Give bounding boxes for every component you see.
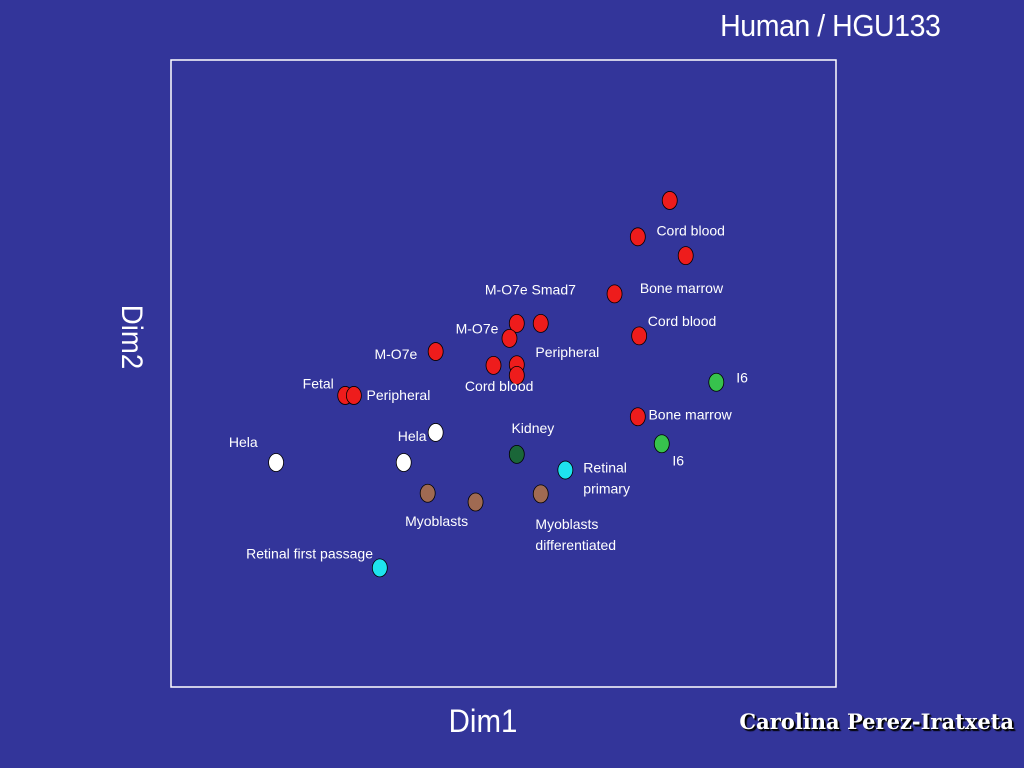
point-label-line: differentiated [535,537,616,553]
data-point-red-9 [485,355,502,375]
point-label-2: M-O7e Smad7 [485,281,576,297]
point-labels: Cord blood Bone marrow M-O7e Smad7 Cord blo… [229,223,748,562]
point-label-line: Hela [229,434,258,450]
point-label-18: Myoblasts differentiated [535,516,616,553]
data-point-white-20 [268,453,284,472]
point-label-16: Retinal primary [583,460,630,497]
point-label-line: Myoblasts [405,513,468,529]
author-credit: Carolina Perez-Iratxeta [739,709,1014,734]
point-label-line: Fetal [303,376,334,392]
point-label-11: Bone marrow [648,406,732,422]
data-point-white-18 [427,423,444,442]
data-point-red-11 [508,365,525,385]
point-label-line: Peripheral [535,344,599,360]
data-point-red-5 [508,313,525,333]
data-point-cyan-22 [371,558,388,578]
data-point-cyan-21 [557,460,574,480]
data-point-red-4 [532,313,549,333]
data-point-red-0 [661,191,678,210]
point-label-line: Hela [398,428,427,444]
data-point-red-13 [345,386,362,405]
point-label-10: Peripheral [367,387,431,403]
point-label-5: Peripheral [535,344,599,360]
point-label-17: Myoblasts [405,513,468,529]
data-point-darkgreen-17 [508,444,525,464]
point-label-13: Hela [398,428,427,444]
point-label-12: Kidney [511,420,554,436]
point-label-14: Hela [229,434,258,450]
point-label-line: Cord blood [465,378,534,394]
data-point-green-15 [708,372,725,392]
data-point-brown-24 [467,492,484,512]
point-label-line: M-O7e [456,320,499,336]
x-axis-label: Dim1 [448,703,518,739]
point-label-line: Peripheral [367,387,431,403]
point-label-line: Cord blood [648,313,717,329]
point-label-8: Fetal [303,376,334,392]
data-point-red-8 [427,342,444,361]
point-label-4: M-O7e [456,320,499,336]
data-points [268,191,725,578]
data-point-red-14 [629,407,646,427]
data-point-red-6 [501,328,518,348]
chart-title: Human / HGU133 [719,8,941,43]
data-point-red-7 [631,326,648,346]
point-label-line: M-O7e [374,346,417,362]
plot-frame [170,59,837,688]
point-label-line: M-O7e Smad7 [485,281,576,297]
y-axis-label: Dim2 [115,304,148,370]
point-label-line: Bone marrow [648,406,732,422]
point-label-7: I6 [736,369,748,385]
data-point-green-16 [653,434,670,454]
point-label-line: Cord blood [656,223,725,239]
point-label-line: I6 [736,369,748,385]
data-point-white-19 [395,453,412,472]
point-label-0: Cord blood [656,223,725,239]
point-label-line: Retinal first passage [246,545,373,561]
point-label-19: Retinal first passage [246,545,373,561]
point-label-line: Bone marrow [640,280,724,296]
point-label-line: I6 [672,453,684,469]
point-label-line: Myoblasts [535,516,598,532]
point-label-line: Kidney [511,420,554,436]
point-label-6: M-O7e [374,346,417,362]
point-label-9: Cord blood [465,378,534,394]
data-point-brown-25 [532,484,549,504]
point-label-15: I6 [672,453,684,469]
data-point-red-2 [677,246,694,266]
data-point-red-3 [606,284,623,304]
point-label-1: Bone marrow [640,280,724,296]
data-point-brown-23 [419,483,436,503]
point-label-line: Retinal [583,460,627,476]
data-point-red-1 [629,227,646,247]
point-label-3: Cord blood [648,313,717,329]
point-label-line: primary [583,481,630,497]
